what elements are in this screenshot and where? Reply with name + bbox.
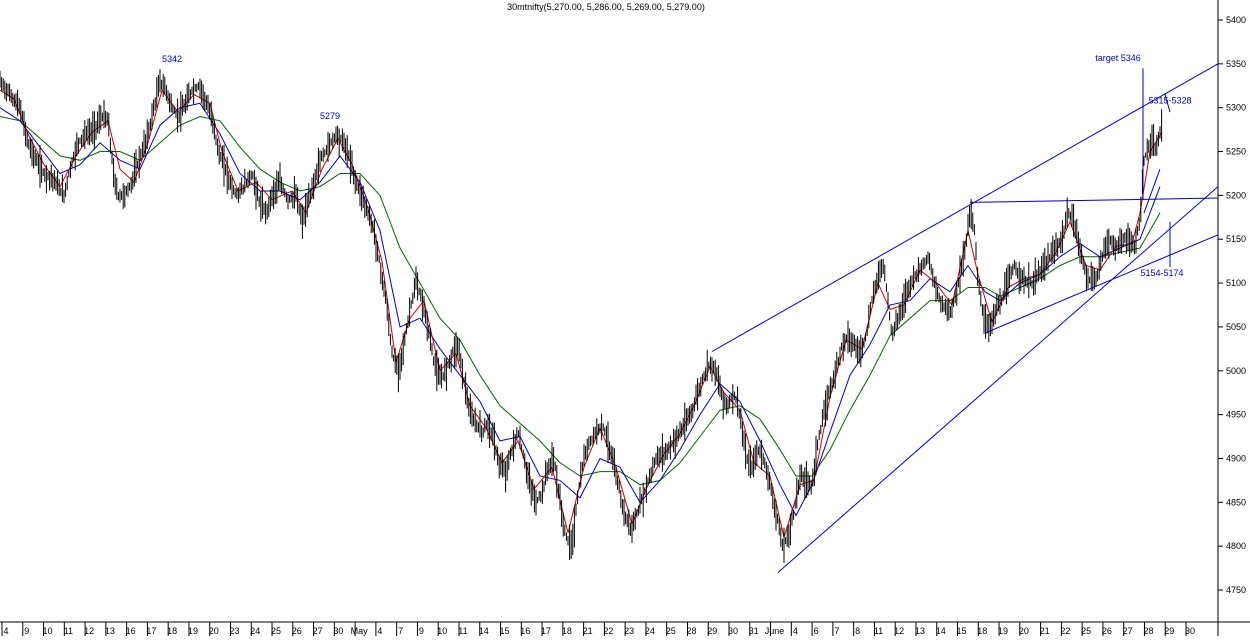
annotation-label: 5342 <box>162 54 182 64</box>
x-tick-label: 17 <box>146 626 156 636</box>
x-tick-label: 25 <box>666 626 676 636</box>
x-tick-label: 26 <box>1102 626 1112 636</box>
x-tick-label: 18 <box>167 626 177 636</box>
x-tick-label: 22 <box>1060 626 1070 636</box>
x-tick-label: 18 <box>977 626 987 636</box>
y-tick-label: 4850 <box>1226 497 1246 507</box>
x-tick-label: 10 <box>43 626 53 636</box>
annotation-label: target 5346 <box>1095 53 1141 63</box>
x-tick-label: 9 <box>419 626 424 636</box>
x-tick-label: 30 <box>728 626 738 636</box>
x-tick-label: 16 <box>126 626 136 636</box>
x-tick-label: 27 <box>313 626 323 636</box>
x-tick-label: June <box>765 626 785 636</box>
trendline <box>711 63 1219 352</box>
x-tick-label: 13 <box>105 626 115 636</box>
medium-average-line <box>0 102 1161 517</box>
x-tick-label: 27 <box>1123 626 1133 636</box>
x-tick-label: 28 <box>1143 626 1153 636</box>
short-average-line <box>0 89 1163 540</box>
x-tick-label: 22 <box>603 626 613 636</box>
x-tick-label: 29 <box>707 626 717 636</box>
x-tick-label: 23 <box>624 626 634 636</box>
y-tick-label: 4950 <box>1226 410 1246 420</box>
x-tick-label: 17 <box>541 626 551 636</box>
x-tick-label: 18 <box>562 626 572 636</box>
y-tick-label: 5150 <box>1226 234 1246 244</box>
y-tick-label: 4750 <box>1226 585 1246 595</box>
y-tick-label: 5050 <box>1226 322 1246 332</box>
price-group <box>0 69 1163 563</box>
y-tick-label: 5100 <box>1226 278 1246 288</box>
trendline <box>969 197 1219 203</box>
x-tick-label: 25 <box>1081 626 1091 636</box>
x-tick-label: 24 <box>250 626 260 636</box>
x-tick-label: 15 <box>500 626 510 636</box>
annotation-label: 5315-5328 <box>1148 95 1191 105</box>
x-tick-label: 28 <box>686 626 696 636</box>
x-tick-label: 16 <box>520 626 530 636</box>
x-tick-label: 30 <box>333 626 343 636</box>
y-tick-label: 5300 <box>1226 103 1246 113</box>
y-tick-label: 5200 <box>1226 190 1246 200</box>
x-tick-label: 31 <box>749 626 759 636</box>
annotations-group: 5342 5279 target 5346 5315-5328 5154-5174 <box>162 53 1192 278</box>
chart-title: 30mtnifty(5,270.00, 5,286.00, 5,269.00, … <box>507 2 705 12</box>
x-tick-label: 30 <box>1185 626 1195 636</box>
x-tick-label: 25 <box>271 626 281 636</box>
medium-average-group <box>0 102 1161 517</box>
x-tick-label: 26 <box>292 626 302 636</box>
x-tick-label: 14 <box>936 626 946 636</box>
long-average-line <box>0 115 1161 486</box>
y-tick-label: 5000 <box>1226 366 1246 376</box>
x-tick-label: 20 <box>209 626 219 636</box>
annotation-label: 5279 <box>320 111 340 121</box>
x-tick-label: 19 <box>998 626 1008 636</box>
y-tick-label: 5350 <box>1226 59 1246 69</box>
x-tick-label: 19 <box>188 626 198 636</box>
x-tick-label: 21 <box>1040 626 1050 636</box>
x-tick-label: 11 <box>458 626 467 636</box>
x-tick-label: 20 <box>1019 626 1029 636</box>
trendlines-group <box>711 63 1219 573</box>
y-tick-label: 5400 <box>1226 15 1246 25</box>
long-average-group <box>0 115 1161 486</box>
trendline <box>1164 94 1171 113</box>
y-tick-label: 4800 <box>1226 541 1246 551</box>
x-tick-label: 11 <box>64 626 73 636</box>
x-tick-label: 9 <box>24 626 29 636</box>
y-tick-label: 4900 <box>1226 453 1246 463</box>
x-tick-label: 29 <box>1164 626 1174 636</box>
trendline <box>777 186 1219 573</box>
short-average-group <box>0 89 1163 540</box>
annotation-label: 5154-5174 <box>1140 268 1183 278</box>
x-tick-label: 10 <box>437 626 447 636</box>
x-tick-label: 23 <box>229 626 239 636</box>
x-tick-label: 14 <box>479 626 489 636</box>
x-tick-label: 12 <box>84 626 94 636</box>
trendline <box>1143 168 1161 214</box>
x-tick-label: 4 <box>377 626 382 636</box>
x-tick-label: 7 <box>398 626 403 636</box>
x-tick-label: 6 <box>814 626 819 636</box>
x-tick-label: 15 <box>957 626 967 636</box>
trendline <box>984 234 1219 334</box>
x-tick-label: 24 <box>645 626 655 636</box>
x-tick-label: 4 <box>793 626 798 636</box>
x-tick-label: May <box>351 626 369 636</box>
x-tick-label: 13 <box>915 626 925 636</box>
x-tick-label: 4 <box>3 626 8 636</box>
x-tick-label: 8 <box>855 626 860 636</box>
x-tick-label: 21 <box>583 626 593 636</box>
x-tick-label: 11 <box>874 626 883 636</box>
y-tick-label: 5250 <box>1226 147 1246 157</box>
x-tick-label: 12 <box>894 626 904 636</box>
x-tick-label: 7 <box>834 626 839 636</box>
